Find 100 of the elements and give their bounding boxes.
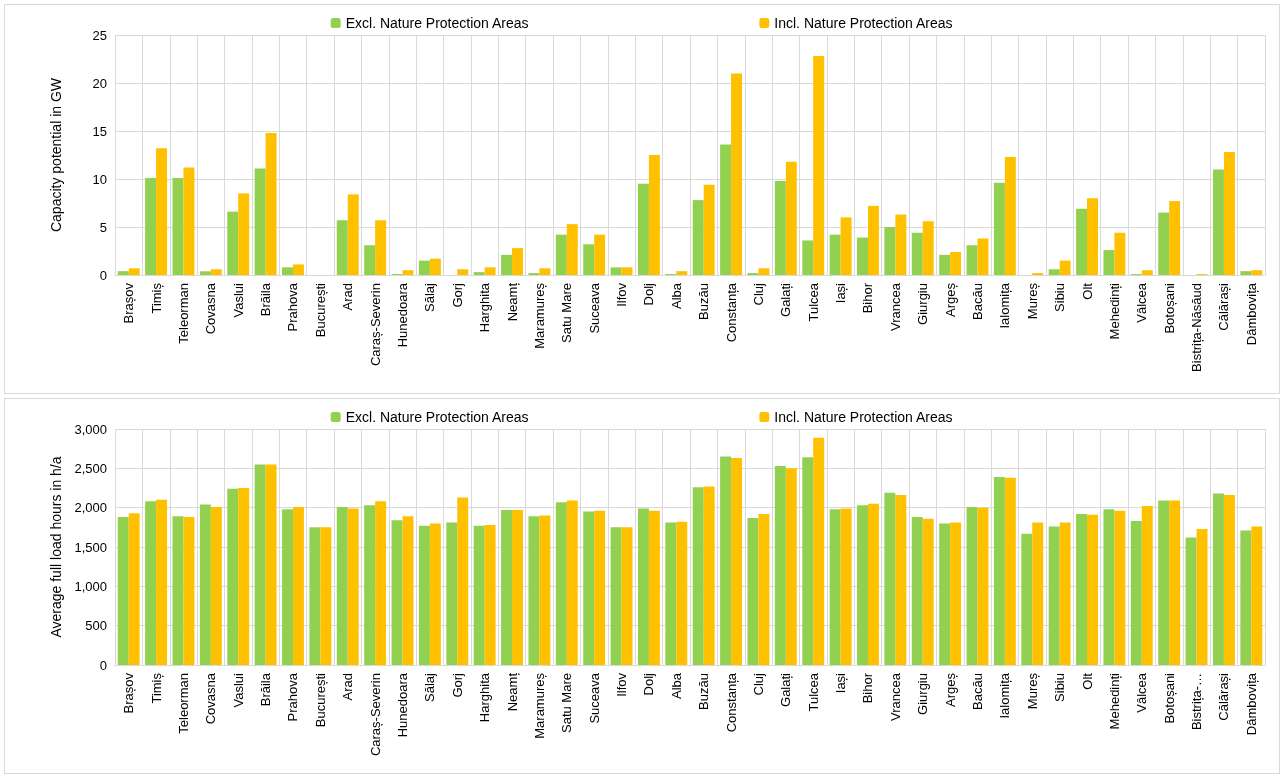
x-tick-label: București — [312, 672, 328, 728]
bar — [665, 522, 677, 665]
y-tick-label: 2,500 — [74, 460, 107, 476]
y-tick-label: 1,000 — [74, 578, 107, 594]
x-tick-label: Timiș — [148, 672, 164, 704]
bar — [813, 437, 825, 665]
bar — [977, 238, 989, 275]
bar — [610, 527, 622, 665]
x-tick-label: Giurgiu — [915, 673, 931, 715]
bar — [128, 513, 140, 665]
x-tick-label: Olt — [1079, 282, 1095, 300]
x-tick-label: Bacău — [970, 283, 985, 320]
bar — [210, 506, 222, 665]
bar — [145, 178, 157, 275]
x-tick-label: Covasna — [203, 282, 219, 335]
x-tick-label: Iași — [833, 282, 849, 304]
bar — [758, 513, 770, 665]
y-tick-label: 1,500 — [74, 539, 107, 555]
bar — [922, 518, 934, 665]
bar — [939, 523, 951, 665]
x-tick-label: Ialomița — [997, 672, 1013, 719]
x-tick-label: Maramureș — [531, 672, 547, 739]
x-tick-label: Hunedoara — [395, 672, 410, 738]
x-tick-label: Buzău — [696, 673, 712, 710]
x-tick-label: Bistrița-… — [1189, 673, 1205, 731]
x-tick-label: Vaslui — [230, 672, 246, 708]
y-tick-label: 0 — [99, 267, 107, 283]
x-tick-label: Gorj — [449, 282, 465, 308]
x-tick-label: Prahova — [285, 282, 301, 332]
x-tick-label: Vrancea — [887, 282, 903, 331]
bar — [429, 523, 441, 665]
bar — [1251, 270, 1263, 275]
bar — [117, 517, 129, 665]
bar — [993, 182, 1005, 275]
bar — [566, 224, 578, 275]
bar — [446, 522, 458, 665]
x-tick-label: Sălaj — [422, 672, 438, 702]
bar — [692, 487, 704, 665]
x-tick-label: Călărași — [1216, 672, 1232, 721]
bar — [731, 73, 743, 275]
x-tick-label: Olt — [1079, 672, 1095, 690]
bar — [402, 270, 414, 275]
bar — [1141, 270, 1153, 275]
y-axis-title: Capacity potential in GW — [48, 77, 64, 233]
bar — [1103, 509, 1115, 665]
x-tick-label: Neamț — [504, 282, 520, 322]
x-tick-label: Tulcea — [805, 282, 821, 322]
x-tick-label: București — [312, 282, 328, 338]
x-tick-label: Satu Mare — [559, 283, 575, 343]
bar — [336, 506, 348, 665]
bar — [1004, 156, 1016, 275]
bar — [731, 458, 743, 665]
bar — [1114, 510, 1126, 665]
bar — [183, 167, 195, 275]
y-tick-label: 3,000 — [74, 421, 107, 437]
x-tick-label: Covasna — [203, 672, 219, 725]
x-tick-label: Suceava — [586, 672, 602, 724]
x-tick-label: Prahova — [285, 672, 301, 722]
bar — [720, 144, 732, 275]
bar — [364, 505, 376, 665]
bar — [950, 251, 962, 275]
x-tick-label: Sibiu — [1052, 283, 1068, 312]
x-tick-label: Galați — [778, 282, 794, 317]
bar — [1076, 513, 1088, 665]
x-tick-label: Giurgiu — [915, 283, 931, 325]
bar — [238, 488, 250, 665]
bar — [145, 501, 157, 665]
bar — [648, 155, 660, 275]
x-tick-label: Gorj — [449, 672, 465, 698]
bar — [418, 260, 430, 275]
bar — [238, 193, 250, 275]
x-tick-label: Satu Mare — [559, 673, 575, 733]
bar — [555, 502, 567, 665]
bar — [1223, 152, 1235, 275]
bar — [1103, 250, 1115, 275]
x-tick-label: Brăila — [258, 672, 274, 707]
bar — [1114, 232, 1126, 275]
bar — [583, 244, 595, 275]
bar — [813, 56, 825, 275]
y-tick-label: 500 — [85, 618, 107, 634]
bar — [840, 508, 852, 665]
bar — [1059, 260, 1071, 275]
bar — [977, 507, 989, 665]
bar — [1021, 533, 1033, 665]
x-tick-label: Cluj — [750, 282, 766, 306]
x-tick-label: Vâlcea — [1134, 672, 1150, 713]
x-tick-label: Brașov — [121, 282, 137, 324]
bar — [309, 527, 321, 665]
bar — [1048, 269, 1060, 275]
bar — [1059, 522, 1071, 665]
x-tick-label: Harghita — [477, 282, 493, 333]
y-tick-label: 0 — [99, 657, 107, 673]
bar — [254, 464, 266, 665]
y-tick-label: 10 — [92, 171, 107, 187]
bar — [676, 271, 688, 275]
x-tick-label: Sălaj — [422, 282, 438, 312]
x-tick-label: Brăila — [258, 282, 274, 317]
x-tick-label: Bacău — [970, 673, 985, 710]
y-tick-label: 15 — [92, 123, 107, 139]
bar — [227, 211, 239, 275]
